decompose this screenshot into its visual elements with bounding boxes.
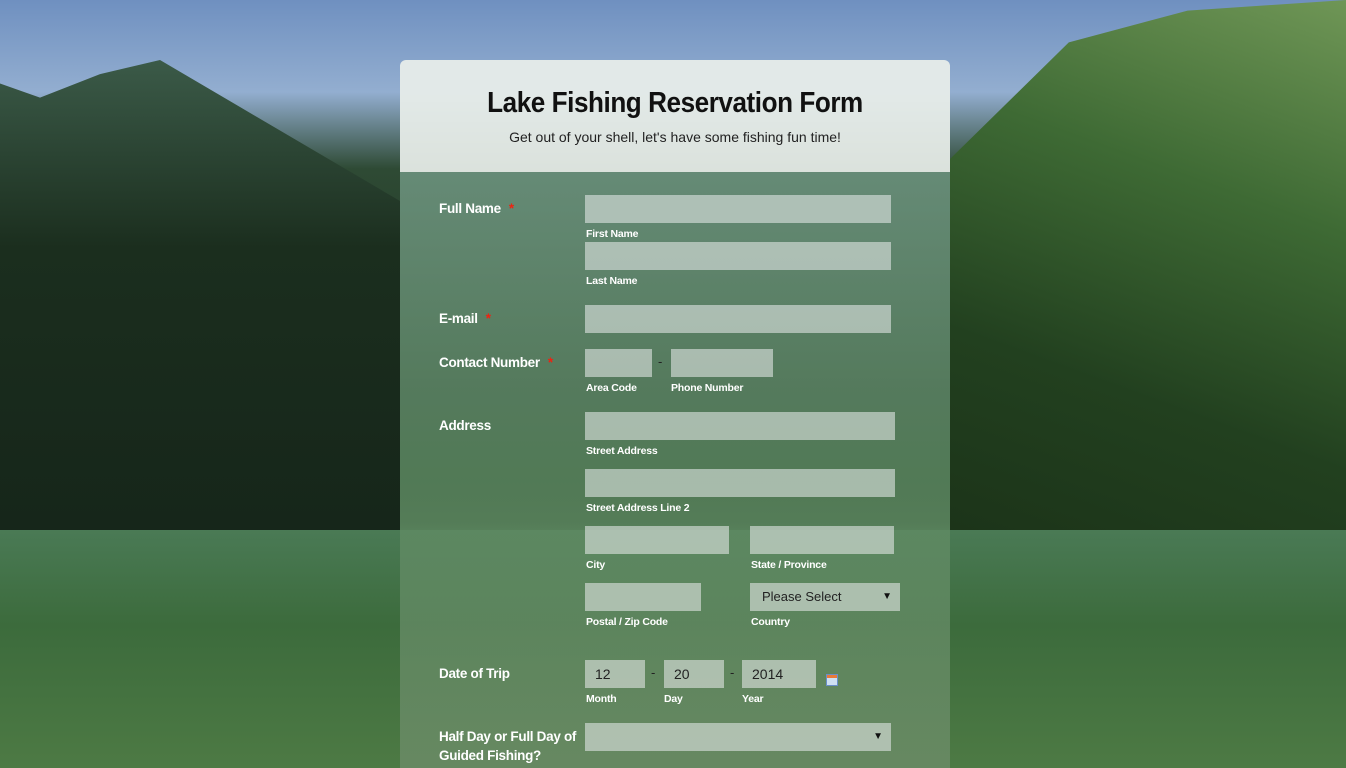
phone-number-input[interactable] — [671, 349, 773, 377]
date-label: Date of Trip — [439, 666, 510, 681]
month-input[interactable] — [585, 660, 645, 688]
guided-fishing-label: Half Day or Full Day of Guided Fishing? — [439, 729, 577, 763]
area-code-sublabel: Area Code — [586, 382, 637, 394]
background-forest — [0, 60, 400, 530]
postal-code-sublabel: Postal / Zip Code — [586, 616, 668, 628]
street-address-input[interactable] — [585, 412, 895, 440]
full-name-label: Full Name * — [439, 201, 514, 216]
year-input[interactable] — [742, 660, 816, 688]
last-name-sublabel: Last Name — [586, 275, 638, 287]
city-input[interactable] — [585, 526, 729, 554]
phone-separator: - — [658, 354, 663, 369]
day-input[interactable] — [664, 660, 724, 688]
form-header: Lake Fishing Reservation Form Get out of… — [400, 60, 950, 172]
street-address-sublabel: Street Address — [586, 445, 658, 457]
date-separator: - — [730, 665, 735, 680]
country-select-value: Please Select — [762, 589, 842, 604]
street-address-2-input[interactable] — [585, 469, 895, 497]
month-sublabel: Month — [586, 693, 617, 705]
state-input[interactable] — [750, 526, 894, 554]
country-sublabel: Country — [751, 616, 790, 628]
first-name-input[interactable] — [585, 195, 891, 223]
calendar-icon[interactable] — [826, 674, 838, 686]
form-subtitle: Get out of your shell, let's have some f… — [509, 129, 841, 145]
phone-number-sublabel: Phone Number — [671, 382, 744, 394]
form-title: Lake Fishing Reservation Form — [487, 87, 863, 119]
state-sublabel: State / Province — [751, 559, 827, 571]
background-mountain — [950, 0, 1346, 530]
last-name-input[interactable] — [585, 242, 891, 270]
postal-code-input[interactable] — [585, 583, 701, 611]
reservation-form: Lake Fishing Reservation Form Get out of… — [400, 60, 950, 768]
contact-label: Contact Number * — [439, 355, 553, 370]
email-input[interactable] — [585, 305, 891, 333]
date-separator: - — [651, 665, 656, 680]
email-label: E-mail * — [439, 311, 491, 326]
year-sublabel: Year — [742, 693, 764, 705]
city-sublabel: City — [586, 559, 606, 571]
first-name-sublabel: First Name — [586, 228, 639, 240]
street-address-2-sublabel: Street Address Line 2 — [586, 502, 690, 514]
country-select[interactable]: Please Select — [750, 583, 900, 611]
day-sublabel: Day — [664, 693, 683, 705]
area-code-input[interactable] — [585, 349, 652, 377]
guided-fishing-select[interactable] — [585, 723, 891, 751]
address-label: Address — [439, 418, 491, 433]
